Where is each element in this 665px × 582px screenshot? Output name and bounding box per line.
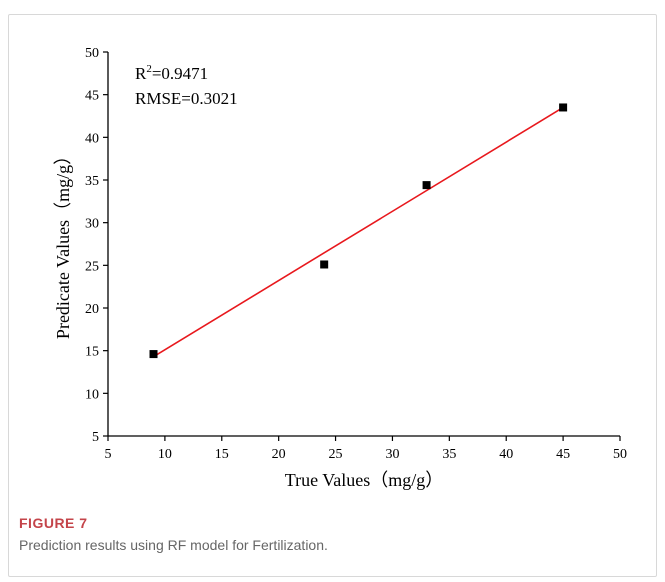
y-tick-label: 35	[85, 174, 99, 189]
figure-caption: Prediction results using RF model for Fe…	[19, 537, 328, 553]
y-tick-label: 10	[85, 387, 99, 402]
x-tick-label: 30	[385, 447, 399, 462]
rmse-annotation: RMSE=0.3021	[135, 89, 238, 108]
x-tick-label: 50	[613, 447, 627, 462]
x-tick-label: 40	[499, 447, 513, 462]
scatter-chart: 5 10 15 20 25 30 35 40 45 50 5 10 15 20 25 30 35 40 45 50 R…	[53, 46, 627, 490]
y-tick-label: 20	[85, 302, 99, 317]
y-tick-label: 40	[85, 131, 99, 146]
data-point	[559, 103, 568, 112]
x-axis-title: True Values（mg/g）	[285, 470, 444, 490]
data-point	[149, 350, 158, 359]
figure-caption-block: FIGURE 7 Prediction results using RF mod…	[19, 514, 639, 555]
r2-annotation: R2=0.9471	[135, 63, 208, 83]
x-tick-label: 35	[442, 447, 456, 462]
x-tick-label: 15	[215, 447, 229, 462]
y-tick-label: 25	[85, 259, 99, 274]
y-tick-label: 15	[85, 345, 99, 360]
x-tick-label: 20	[272, 447, 286, 462]
chart-plot-area	[149, 103, 568, 359]
chart-axes	[107, 52, 620, 437]
x-tick-label: 10	[158, 447, 172, 462]
y-tick-label: 50	[85, 46, 99, 61]
y-tick-label: 30	[85, 217, 99, 232]
data-point	[422, 181, 431, 190]
data-point	[320, 260, 329, 269]
fit-line	[153, 106, 564, 358]
y-tick-label: 45	[85, 89, 99, 104]
figure-frame	[8, 14, 657, 577]
figure-label: FIGURE 7	[19, 515, 88, 531]
x-tick-label: 45	[556, 447, 570, 462]
y-tick-label: 5	[92, 430, 99, 445]
x-tick-label: 25	[329, 447, 343, 462]
chart-ticks: 5 10 15 20 25 30 35 40 45 50 5 10 15 20 25 30 35 40 45 50	[85, 46, 627, 462]
x-tick-label: 5	[105, 447, 112, 462]
y-axis-title: Predicate Values（mg/g）	[53, 147, 73, 339]
